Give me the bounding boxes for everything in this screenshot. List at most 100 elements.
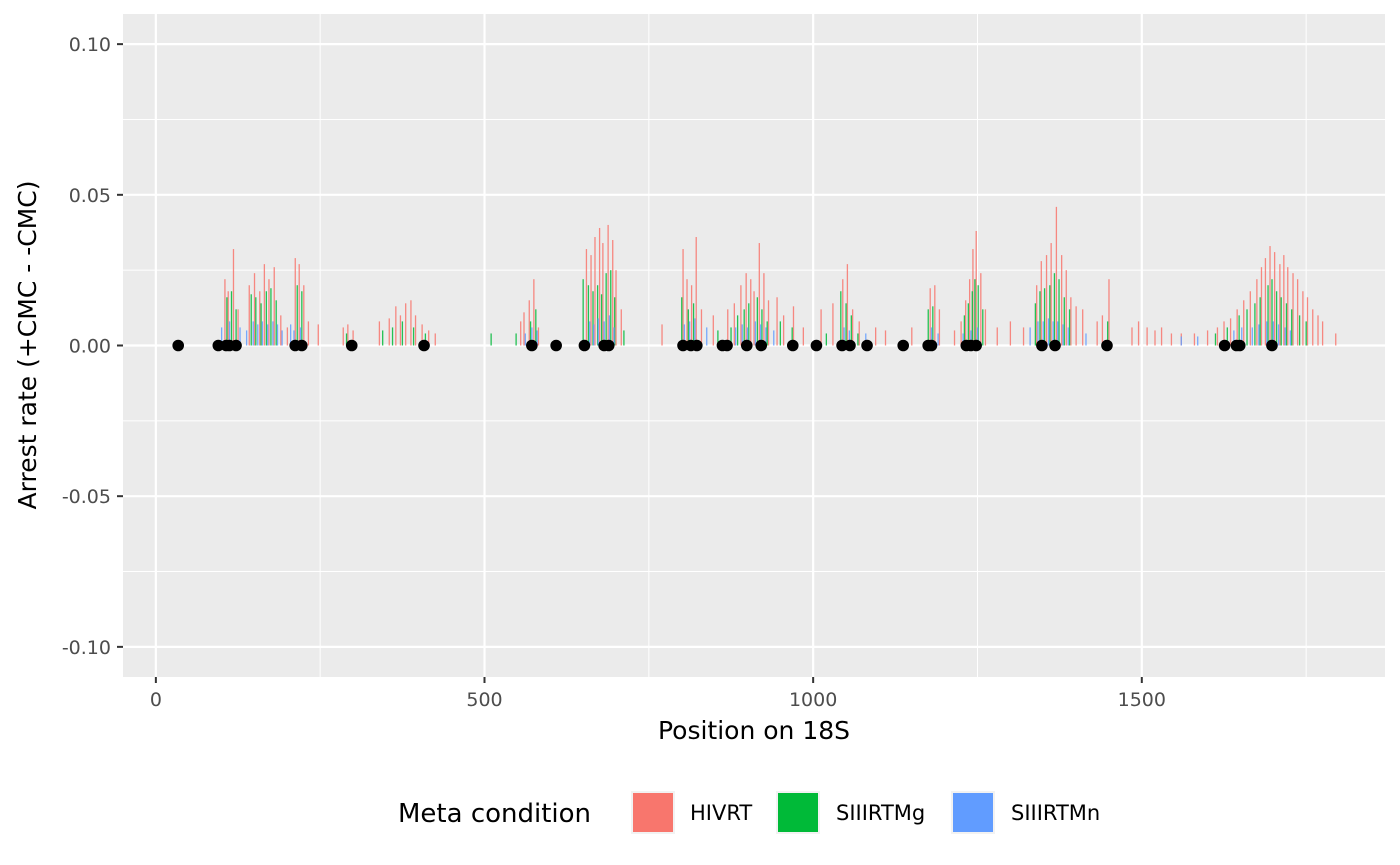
bar	[421, 324, 423, 346]
bar	[792, 306, 795, 346]
data-point	[172, 339, 185, 352]
bar	[740, 285, 742, 346]
bar	[1285, 303, 1288, 346]
bar	[1279, 264, 1281, 346]
bar	[605, 273, 607, 346]
bar	[683, 324, 686, 346]
bar	[1042, 321, 1044, 346]
data-point	[230, 339, 242, 352]
bar	[1335, 333, 1337, 346]
data-points	[172, 339, 1278, 352]
bar	[980, 273, 982, 346]
bar	[727, 309, 729, 346]
bar	[1243, 300, 1245, 346]
series-siiirtmn	[220, 315, 1292, 346]
bar	[1057, 321, 1059, 346]
bar	[767, 300, 770, 346]
y-tick-label: -0.10	[62, 637, 111, 659]
bar	[1266, 321, 1268, 346]
bar	[746, 327, 749, 346]
bar	[938, 309, 941, 346]
bar	[405, 303, 407, 346]
bar	[1085, 333, 1087, 346]
x-tick-label: 1500	[1118, 689, 1166, 711]
bar	[592, 291, 594, 346]
bar	[682, 249, 684, 346]
bar	[773, 330, 775, 346]
bar	[345, 333, 348, 346]
x-tick-label: 0	[150, 689, 162, 711]
bar	[428, 330, 430, 346]
bar	[610, 270, 612, 346]
data-point	[740, 339, 753, 352]
bar	[399, 315, 402, 346]
bar	[224, 279, 226, 346]
bar	[528, 300, 530, 346]
bar	[252, 321, 254, 346]
bar	[620, 309, 622, 346]
bar	[286, 327, 289, 346]
bar	[692, 303, 695, 346]
bar	[1273, 252, 1276, 346]
bar	[779, 321, 781, 346]
bar	[1193, 333, 1196, 346]
data-point	[1218, 339, 1231, 352]
bar	[845, 303, 847, 346]
bar	[875, 327, 877, 346]
bar	[265, 291, 267, 346]
bar	[1287, 267, 1289, 346]
bar	[1236, 309, 1238, 346]
bar	[1317, 315, 1319, 346]
bar	[298, 264, 300, 346]
bar	[1280, 297, 1282, 346]
bar	[1238, 315, 1240, 346]
legend-entry-hivrt: HIVRT	[631, 791, 752, 834]
data-point	[721, 339, 733, 352]
bar	[741, 324, 743, 346]
bar	[1260, 267, 1263, 346]
bar	[953, 330, 956, 346]
bar	[347, 324, 349, 346]
bar	[1292, 273, 1294, 346]
bar	[759, 324, 762, 346]
bar	[1022, 327, 1025, 346]
bar	[263, 264, 266, 346]
bar	[1047, 318, 1050, 346]
bar	[782, 315, 785, 346]
bar	[590, 255, 592, 346]
bar	[763, 273, 765, 346]
bar	[982, 309, 984, 346]
bar	[255, 297, 257, 346]
bar	[596, 285, 599, 346]
bar	[585, 249, 588, 346]
bar	[531, 327, 533, 346]
bar	[414, 315, 417, 346]
bar	[962, 333, 964, 346]
bar	[245, 330, 248, 346]
bar	[1062, 324, 1064, 346]
bar	[1272, 321, 1274, 346]
bar	[1249, 291, 1251, 346]
bar	[927, 309, 929, 346]
bar	[1269, 246, 1271, 346]
bar	[1043, 288, 1046, 346]
bar	[745, 273, 747, 346]
bar	[820, 309, 822, 346]
bar	[623, 330, 625, 346]
bar	[743, 309, 745, 346]
bar	[613, 327, 615, 346]
bar	[612, 240, 614, 346]
bar	[968, 279, 971, 346]
data-point	[810, 339, 823, 352]
data-point	[755, 339, 768, 352]
bar	[717, 330, 719, 346]
bar	[1264, 258, 1267, 346]
bar	[1082, 309, 1084, 346]
bar	[758, 243, 760, 346]
legend-label-hivrt: HIVRT	[690, 801, 752, 825]
bar	[280, 315, 282, 346]
bar	[1063, 297, 1065, 346]
bar	[750, 279, 752, 346]
bar	[1289, 330, 1292, 346]
